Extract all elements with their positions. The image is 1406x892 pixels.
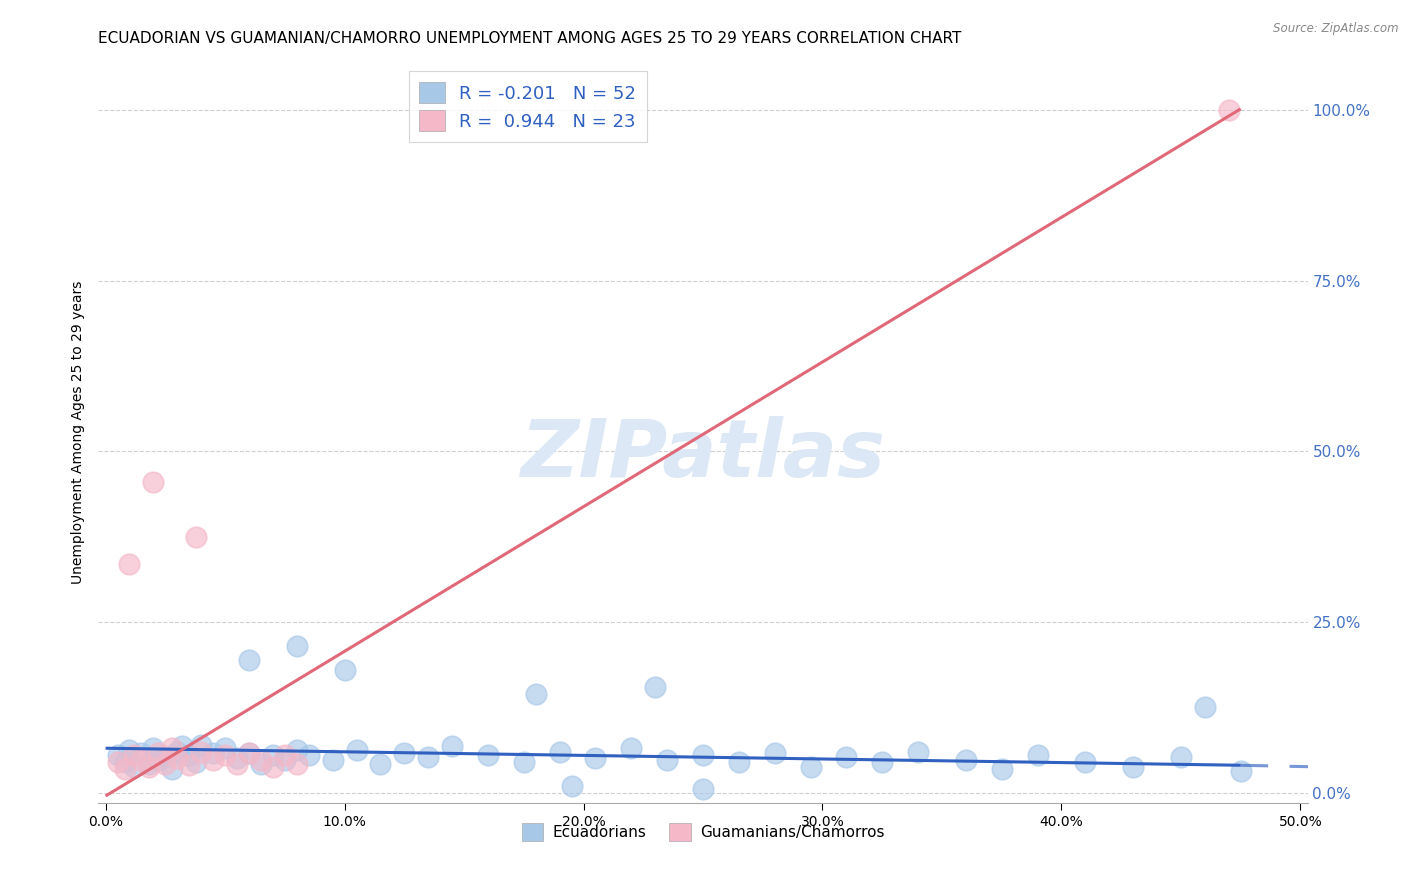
Ecuadorians (285, 639, 308, 653)
Ecuadorians (513, 755, 536, 769)
Ecuadorians (1122, 759, 1144, 773)
Guamanians/Chamorros (202, 753, 225, 767)
Guamanians/Chamorros (238, 746, 260, 760)
Ecuadorians (118, 743, 141, 757)
Ecuadorians (179, 747, 201, 762)
Ecuadorians (1074, 755, 1097, 769)
Text: ZIPatlas: ZIPatlas (520, 416, 886, 494)
Ecuadorians (644, 680, 666, 694)
Ecuadorians (131, 746, 153, 760)
Ecuadorians (477, 747, 499, 762)
Guamanians/Chamorros (146, 746, 169, 760)
Guamanians/Chamorros (142, 475, 165, 489)
Ecuadorians (955, 753, 977, 767)
Legend: Ecuadorians, Guamanians/Chamorros: Ecuadorians, Guamanians/Chamorros (516, 817, 890, 847)
Ecuadorians (1170, 750, 1192, 764)
Ecuadorians (1229, 764, 1251, 778)
Ecuadorians (1194, 700, 1216, 714)
Ecuadorians (657, 753, 679, 767)
Guamanians/Chamorros (250, 753, 273, 767)
Ecuadorians (146, 753, 169, 767)
Text: ECUADORIAN VS GUAMANIAN/CHAMORRO UNEMPLOYMENT AMONG AGES 25 TO 29 YEARS CORRELAT: ECUADORIAN VS GUAMANIAN/CHAMORRO UNEMPLO… (98, 31, 962, 46)
Ecuadorians (441, 739, 464, 754)
Guamanians/Chamorros (179, 758, 201, 772)
Ecuadorians (226, 751, 249, 765)
Ecuadorians (186, 755, 208, 769)
Ecuadorians (238, 652, 260, 666)
Ecuadorians (138, 756, 160, 771)
Ecuadorians (170, 739, 193, 754)
Ecuadorians (333, 663, 356, 677)
Ecuadorians (763, 746, 786, 760)
Ecuadorians (835, 750, 858, 764)
Ecuadorians (262, 747, 284, 762)
Guamanians/Chamorros (114, 762, 136, 776)
Guamanians/Chamorros (262, 759, 284, 773)
Guamanians/Chamorros (138, 759, 160, 773)
Ecuadorians (799, 759, 821, 773)
Guamanians/Chamorros (226, 756, 249, 771)
Ecuadorians (524, 687, 547, 701)
Text: Source: ZipAtlas.com: Source: ZipAtlas.com (1274, 22, 1399, 36)
Ecuadorians (107, 747, 129, 762)
Guamanians/Chamorros (214, 747, 236, 762)
Guamanians/Chamorros (1218, 103, 1240, 118)
Ecuadorians (907, 745, 929, 759)
Ecuadorians (548, 745, 571, 759)
Ecuadorians (692, 782, 714, 797)
Ecuadorians (418, 750, 440, 764)
Guamanians/Chamorros (166, 751, 188, 765)
Ecuadorians (727, 755, 749, 769)
Guamanians/Chamorros (155, 756, 177, 771)
Ecuadorians (692, 747, 714, 762)
Guamanians/Chamorros (131, 753, 153, 767)
Ecuadorians (142, 741, 165, 756)
Ecuadorians (620, 741, 643, 756)
Guamanians/Chamorros (122, 747, 145, 762)
Ecuadorians (322, 753, 344, 767)
Ecuadorians (585, 751, 607, 765)
Guamanians/Chamorros (285, 756, 308, 771)
Ecuadorians (202, 746, 225, 760)
Ecuadorians (990, 762, 1012, 776)
Ecuadorians (285, 743, 308, 757)
Guamanians/Chamorros (107, 755, 129, 769)
Guamanians/Chamorros (186, 530, 208, 544)
Guamanians/Chamorros (274, 747, 297, 762)
Ecuadorians (561, 779, 583, 793)
Ecuadorians (155, 750, 177, 764)
Guamanians/Chamorros (190, 745, 212, 759)
Ecuadorians (162, 762, 184, 776)
Ecuadorians (298, 747, 321, 762)
Ecuadorians (114, 755, 136, 769)
Ecuadorians (394, 746, 416, 760)
Ecuadorians (190, 738, 212, 752)
Ecuadorians (122, 759, 145, 773)
Ecuadorians (346, 743, 368, 757)
Guamanians/Chamorros (162, 741, 184, 756)
Ecuadorians (166, 745, 188, 759)
Ecuadorians (214, 741, 236, 756)
Guamanians/Chamorros (118, 557, 141, 571)
Ecuadorians (250, 756, 273, 771)
Ecuadorians (274, 753, 297, 767)
Ecuadorians (370, 756, 392, 771)
Y-axis label: Unemployment Among Ages 25 to 29 years: Unemployment Among Ages 25 to 29 years (72, 281, 86, 584)
Ecuadorians (238, 746, 260, 760)
Ecuadorians (870, 755, 893, 769)
Ecuadorians (1026, 747, 1049, 762)
